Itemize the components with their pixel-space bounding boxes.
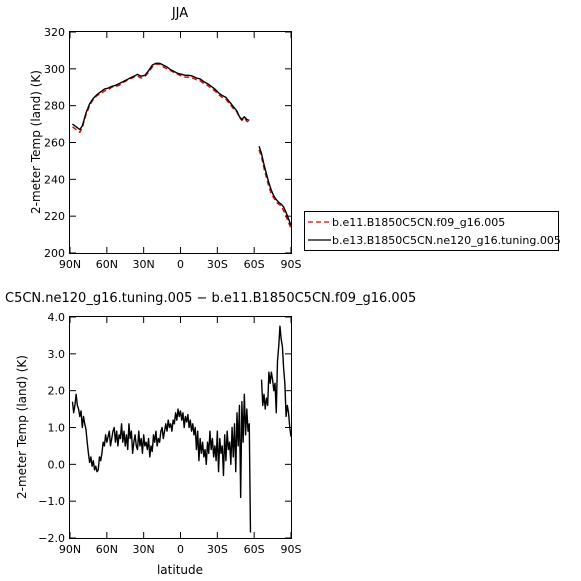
top-series-group: [72, 62, 292, 229]
top-chart-title: JJA: [171, 6, 188, 21]
chart2-series-1-segment-2: [260, 325, 292, 437]
chart1-y-tick-label: 260: [44, 137, 65, 150]
chart2-y-tick-label: −1.0: [38, 495, 65, 508]
chart1-series-1-segment-2: [258, 149, 292, 229]
legend-label-series-1: b.e11.B1850C5CN.f09_g16.005: [332, 216, 505, 229]
legend-label-series-2: b.e13.B1850C5CN.ne120_g16.tuning.005: [332, 234, 561, 247]
chart2-x-tick-label: 90S: [281, 543, 302, 556]
chart2-y-tick-label: 3.0: [48, 348, 66, 361]
chart1-x-tick-label: 90N: [59, 258, 81, 271]
legend-box: [304, 211, 559, 251]
chart1-y-tick-label: 240: [44, 173, 65, 186]
chart1-x-tick-label: 60S: [244, 258, 265, 271]
chart2-series-1-segment-1: [71, 393, 252, 533]
top-y-axis-label: 2-meter Temp (land) (K): [29, 70, 43, 214]
bottom-axes: 90N 60N 30N 0 30S 60S 90S −2.0 −1.0 0.0 1.0 2.0 3.0 4…: [38, 311, 301, 556]
top-axes: 90N 60N 30N 0 30S 60S 90S 200 220 240 260 280 300 320: [44, 26, 302, 271]
chart1-y-tick-label: 220: [44, 210, 65, 223]
chart1-x-tick-label: 30S: [207, 258, 228, 271]
chart1-x-tick-label: 60N: [96, 258, 118, 271]
chart2-y-tick-label: 1.0: [48, 422, 66, 435]
chart1-y-tick-label: 200: [44, 247, 65, 260]
chart1-x-tick-label: 0: [177, 258, 184, 271]
chart1-series-2-segment-1: [72, 62, 250, 131]
chart2-x-tick-label: 0: [177, 543, 184, 556]
bottom-x-axis-label: latitude: [157, 563, 203, 577]
chart1-y-tick-label: 300: [44, 63, 65, 76]
chart2-x-tick-label: 30S: [207, 543, 228, 556]
top-chart: JJA 2-meter Temp (land) (K) 90N 60N 30N 0 30…: [29, 6, 302, 271]
chart1-x-tick-label: 90S: [281, 258, 302, 271]
chart2-x-tick-label: 60N: [96, 543, 118, 556]
bottom-chart-title: C5CN.ne120_g16.tuning.005 − b.e11.B1850C…: [5, 291, 416, 306]
bottom-series-group: [71, 325, 292, 533]
chart2-x-tick-label: 30N: [133, 543, 155, 556]
chart1-series-1-segment-1: [72, 63, 250, 134]
chart2-x-tick-label: 60S: [244, 543, 265, 556]
chart1-y-tick-label: 320: [44, 26, 65, 39]
chart1-series-2-segment-2: [258, 145, 292, 226]
chart2-y-tick-label: 4.0: [48, 311, 66, 324]
chart2-x-tick-label: 90N: [59, 543, 81, 556]
bottom-chart: C5CN.ne120_g16.tuning.005 − b.e11.B1850C…: [5, 291, 416, 577]
legend: b.e11.B1850C5CN.f09_g16.005 b.e13.B1850C…: [304, 211, 561, 251]
chart1-x-tick-label: 30N: [133, 258, 155, 271]
chart2-y-tick-label: 0.0: [48, 458, 66, 471]
top-plot-frame: [69, 31, 292, 254]
chart2-y-tick-label: −2.0: [38, 532, 65, 545]
chart2-y-tick-label: 2.0: [48, 385, 66, 398]
bottom-plot-frame: [69, 316, 292, 539]
chart1-y-tick-label: 280: [44, 100, 65, 113]
bottom-y-axis-label: 2-meter Temp (land) (K): [15, 355, 29, 499]
